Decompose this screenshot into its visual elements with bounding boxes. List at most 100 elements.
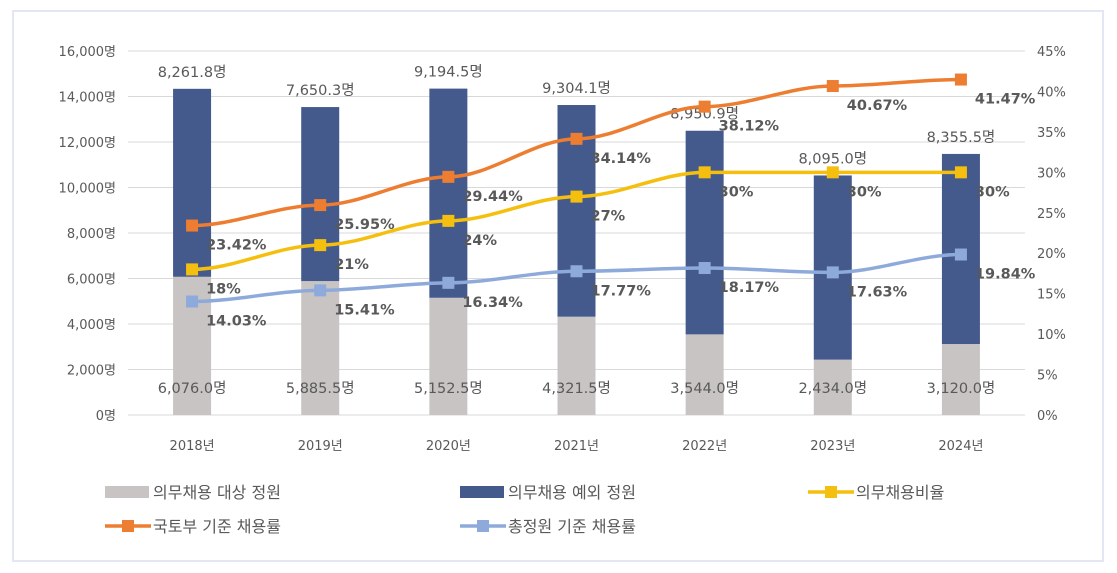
line-data-label: 41.47% xyxy=(975,92,1036,108)
line-marker xyxy=(826,266,839,279)
right-axis-tick-label: 35% xyxy=(1037,126,1066,141)
bar-exempt-quota xyxy=(685,130,724,335)
right-axis-tick-label: 15% xyxy=(1037,288,1066,303)
bar-data-label: 9,304.1명 xyxy=(542,80,611,97)
line-marker xyxy=(442,214,455,227)
legend-label: 국토부 기준 채용률 xyxy=(153,517,281,536)
line-data-label: 34.14% xyxy=(591,151,652,167)
line-marker xyxy=(186,219,199,232)
x-axis-tick-label: 2022년 xyxy=(682,439,727,454)
line-marker xyxy=(314,284,327,297)
bar-data-label: 5,152.5명 xyxy=(414,380,483,397)
line-marker xyxy=(570,265,583,278)
left-axis-tick-label: 8,000명 xyxy=(67,227,116,242)
line-data-label: 19.84% xyxy=(975,267,1036,283)
line-marker xyxy=(570,190,583,203)
line-marker xyxy=(698,100,711,113)
line-marker xyxy=(954,73,967,86)
line-marker xyxy=(442,276,455,289)
line-marker xyxy=(570,132,583,145)
bar-target-quota xyxy=(685,334,724,415)
left-axis-tick-label: 16,000명 xyxy=(59,45,116,60)
bar-data-label: 9,194.5명 xyxy=(414,64,483,81)
bar-target-quota xyxy=(429,297,468,415)
line-data-label: 17.63% xyxy=(847,284,908,300)
bar-target-quota xyxy=(813,359,852,415)
right-axis-tick-label: 0% xyxy=(1037,409,1058,424)
right-axis-tick-label: 30% xyxy=(1037,166,1066,181)
bar-data-label: 7,650.3명 xyxy=(286,82,355,99)
left-axis-tick-label: 2,000명 xyxy=(67,364,116,379)
right-axis-tick-label: 5% xyxy=(1037,369,1058,384)
legend-marker xyxy=(825,486,837,498)
bar-exempt-quota xyxy=(301,107,340,282)
bar-data-label: 3,544.0명 xyxy=(670,380,739,397)
bar-data-label: 4,321.5명 xyxy=(542,380,611,397)
chart-frame xyxy=(12,10,1104,562)
line-marker xyxy=(698,262,711,275)
bar-data-label: 8,355.5명 xyxy=(927,129,996,146)
legend-label: 의무채용 대상 정원 xyxy=(153,483,281,502)
legend-label: 총정원 기준 채용률 xyxy=(508,517,636,536)
x-axis-tick-label: 2020년 xyxy=(426,439,471,454)
right-axis-tick-label: 20% xyxy=(1037,247,1066,262)
legend-marker xyxy=(122,520,134,532)
line-marker xyxy=(186,295,199,308)
line-marker xyxy=(442,170,455,183)
right-axis-tick-label: 10% xyxy=(1037,328,1066,343)
x-axis-tick-label: 2018년 xyxy=(170,439,215,454)
line-data-label: 29.44% xyxy=(462,189,523,205)
line-marker xyxy=(314,239,327,252)
bar-data-label: 5,885.5명 xyxy=(286,380,355,397)
bar-data-label: 8,261.8명 xyxy=(158,64,227,81)
line-data-label: 25.95% xyxy=(334,217,395,233)
line-data-label: 23.42% xyxy=(206,238,267,254)
line-marker xyxy=(954,166,967,179)
line-data-label: 24% xyxy=(462,233,497,249)
left-axis-tick-label: 4,000명 xyxy=(67,318,116,333)
bar-data-label: 3,120.0명 xyxy=(927,380,996,397)
left-axis-tick-label: 10,000명 xyxy=(59,182,116,197)
left-axis-tick-label: 14,000명 xyxy=(59,91,116,106)
x-axis-tick-label: 2023년 xyxy=(810,439,855,454)
line-data-label: 27% xyxy=(591,209,626,225)
x-axis-tick-label: 2024년 xyxy=(938,439,983,454)
line-data-label: 17.77% xyxy=(591,283,652,299)
line-data-label: 38.12% xyxy=(719,119,780,135)
left-axis-tick-label: 0명 xyxy=(96,409,116,424)
bar-exempt-quota xyxy=(429,88,468,298)
line-marker xyxy=(826,80,839,93)
line-data-label: 30% xyxy=(847,184,882,200)
x-axis-tick-label: 2019년 xyxy=(298,439,343,454)
x-axis-tick-label: 2021년 xyxy=(554,439,599,454)
bar-target-quota xyxy=(557,316,596,415)
line-data-label: 18.17% xyxy=(719,280,780,296)
line-data-label: 18% xyxy=(206,281,241,297)
left-axis-tick-label: 6,000명 xyxy=(67,273,116,288)
bar-data-label: 2,434.0명 xyxy=(798,380,867,397)
line-data-label: 15.41% xyxy=(334,302,395,318)
line-data-label: 14.03% xyxy=(206,314,267,330)
line-marker xyxy=(826,166,839,179)
legend-marker xyxy=(477,520,489,532)
line-data-label: 21% xyxy=(334,257,369,273)
line-data-label: 16.34% xyxy=(462,295,523,311)
line-marker xyxy=(314,199,327,212)
right-axis-tick-label: 40% xyxy=(1037,85,1066,100)
legend-label: 의무채용비율 xyxy=(856,483,944,502)
legend-label: 의무채용 예외 정원 xyxy=(508,483,636,502)
bar-target-quota xyxy=(941,344,980,415)
bar-data-label: 6,076.0명 xyxy=(158,380,227,397)
line-marker xyxy=(698,166,711,179)
right-axis-tick-label: 45% xyxy=(1037,45,1066,60)
line-data-label: 30% xyxy=(719,184,754,200)
bar-target-quota xyxy=(301,281,340,415)
bar-exempt-quota xyxy=(173,88,212,277)
line-marker xyxy=(954,248,967,261)
line-data-label: 30% xyxy=(975,184,1010,200)
right-axis-tick-label: 25% xyxy=(1037,207,1066,222)
bar-data-label: 8,095.0명 xyxy=(798,150,867,167)
left-axis-tick-label: 12,000명 xyxy=(59,136,116,151)
line-data-label: 40.67% xyxy=(847,98,908,114)
